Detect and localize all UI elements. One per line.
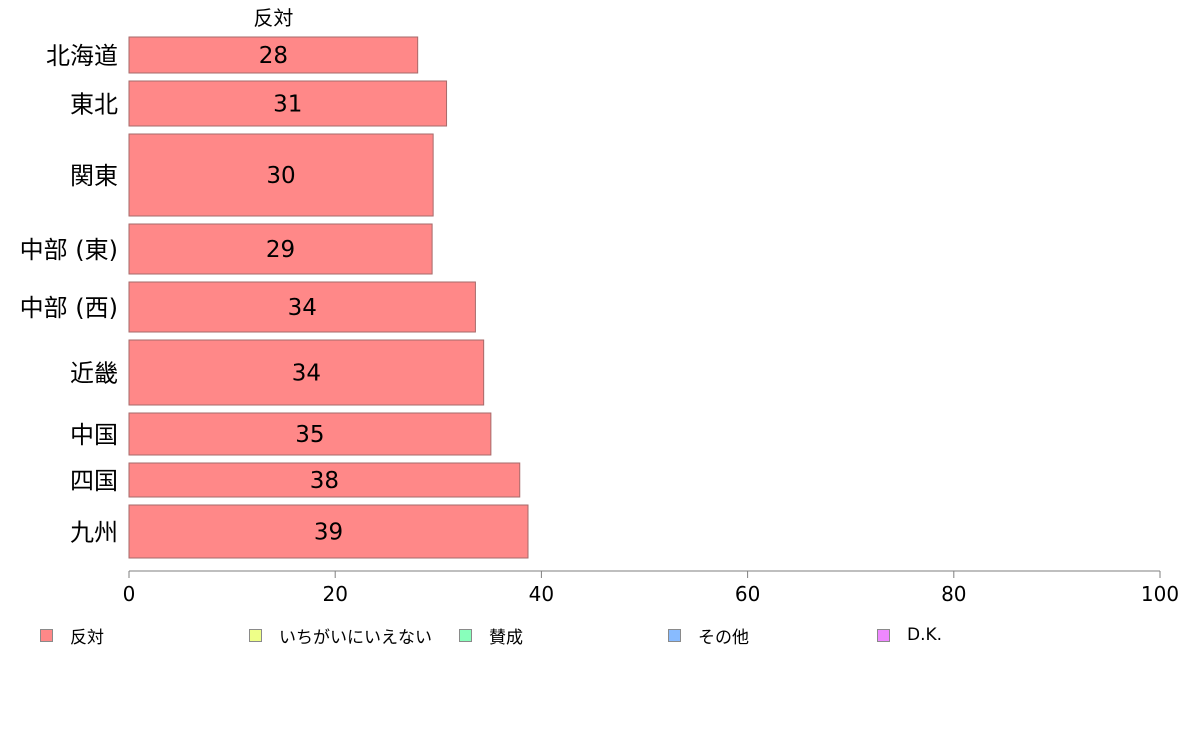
bar xyxy=(128,133,434,217)
legend-item-dk: D.K. xyxy=(877,624,942,646)
legend-label: 反対 xyxy=(70,627,104,648)
x-tick-label: 80 xyxy=(941,582,966,606)
bar xyxy=(128,339,485,406)
bar xyxy=(128,281,476,333)
x-axis: 0 20 40 60 80 100 xyxy=(123,570,1179,606)
legend-label: いちがいにいえない xyxy=(279,627,432,648)
category-label: 中国 xyxy=(70,421,118,449)
bar-value-label: 31 xyxy=(273,92,302,118)
bar-chart: 反対 28 北海道 31 東北 30 関東 29 中部 (東) 34 中部 (西) 34 近畿 35 中国… xyxy=(20,6,1179,606)
category-label: 北海道 xyxy=(46,42,118,70)
category-label: 九州 xyxy=(70,519,118,547)
bar xyxy=(128,462,521,498)
legend-label: その他 xyxy=(698,627,749,648)
legend-swatch-ichigai xyxy=(249,628,262,642)
x-tick-label: 20 xyxy=(322,582,347,606)
legend-item-hantai: 反対 xyxy=(40,624,104,648)
legend-swatch-sonota xyxy=(668,628,681,642)
bar-value-label: 39 xyxy=(314,520,343,546)
bar xyxy=(128,80,448,127)
bar-value-label: 28 xyxy=(259,43,288,69)
bar-value-label: 30 xyxy=(266,163,295,189)
x-tick-label: 60 xyxy=(735,582,760,606)
bar-value-label: 35 xyxy=(295,422,324,448)
legend-swatch-hantai xyxy=(40,628,53,642)
legend-swatch-sansei xyxy=(459,628,472,642)
bar xyxy=(128,36,419,74)
legend-item-sonota: その他 xyxy=(668,624,749,648)
bar-value-label: 38 xyxy=(310,468,339,494)
bar xyxy=(128,504,529,559)
bar xyxy=(128,412,492,456)
legend-label: 賛成 xyxy=(489,627,523,648)
category-label: 近畿 xyxy=(70,360,118,388)
x-tick-label: 0 xyxy=(123,582,136,606)
category-label: 中部 (西) xyxy=(20,294,118,322)
legend-item-sansei: 賛成 xyxy=(459,624,523,648)
column-title: 反対 xyxy=(253,6,293,30)
category-label: 中部 (東) xyxy=(20,236,118,264)
bar-value-label: 29 xyxy=(266,237,295,263)
legend-swatch-dk xyxy=(877,628,890,642)
category-label: 関東 xyxy=(70,162,118,190)
legend-item-ichigai: いちがいにいえない xyxy=(249,624,432,648)
category-label: 四国 xyxy=(70,467,118,495)
category-label: 東北 xyxy=(70,91,118,119)
x-tick-label: 100 xyxy=(1141,582,1179,606)
bar xyxy=(128,223,433,275)
bar-value-label: 34 xyxy=(292,361,321,387)
legend: 反対 いちがいにいえない 賛成 その他 D.K. xyxy=(0,620,1188,650)
bars-group: 28 北海道 31 東北 30 関東 29 中部 (東) 34 中部 (西) 34 近畿 35 中国 38 四… xyxy=(20,36,529,559)
legend-label: D.K. xyxy=(907,625,943,645)
bar-value-label: 34 xyxy=(288,295,317,321)
x-tick-label: 40 xyxy=(529,582,554,606)
